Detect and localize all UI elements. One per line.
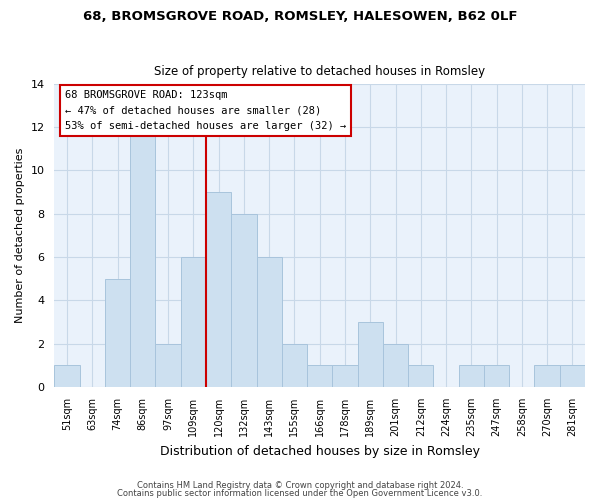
Bar xyxy=(257,257,282,387)
X-axis label: Distribution of detached houses by size in Romsley: Distribution of detached houses by size … xyxy=(160,444,480,458)
Bar xyxy=(484,366,509,387)
Bar xyxy=(231,214,257,387)
Bar xyxy=(307,366,332,387)
Bar xyxy=(408,366,433,387)
Bar xyxy=(535,366,560,387)
Bar xyxy=(155,344,181,387)
Bar xyxy=(181,257,206,387)
Bar xyxy=(358,322,383,387)
Bar xyxy=(130,127,155,387)
Text: 68 BROMSGROVE ROAD: 123sqm
← 47% of detached houses are smaller (28)
53% of semi: 68 BROMSGROVE ROAD: 123sqm ← 47% of deta… xyxy=(65,90,346,131)
Bar xyxy=(206,192,231,387)
Text: 68, BROMSGROVE ROAD, ROMSLEY, HALESOWEN, B62 0LF: 68, BROMSGROVE ROAD, ROMSLEY, HALESOWEN,… xyxy=(83,10,517,23)
Bar xyxy=(55,366,80,387)
Title: Size of property relative to detached houses in Romsley: Size of property relative to detached ho… xyxy=(154,66,485,78)
Bar xyxy=(560,366,585,387)
Text: Contains HM Land Registry data © Crown copyright and database right 2024.: Contains HM Land Registry data © Crown c… xyxy=(137,481,463,490)
Bar xyxy=(105,279,130,387)
Bar xyxy=(458,366,484,387)
Bar xyxy=(383,344,408,387)
Text: Contains public sector information licensed under the Open Government Licence v3: Contains public sector information licen… xyxy=(118,488,482,498)
Bar xyxy=(332,366,358,387)
Y-axis label: Number of detached properties: Number of detached properties xyxy=(15,148,25,323)
Bar xyxy=(282,344,307,387)
